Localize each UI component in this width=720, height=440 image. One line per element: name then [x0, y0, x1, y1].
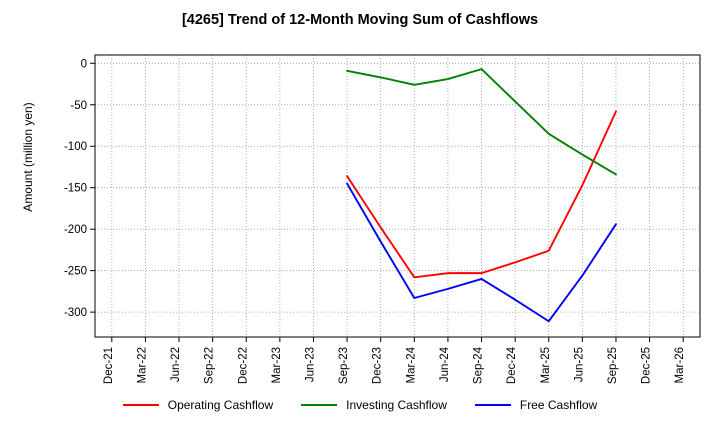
- chart-title: [4265] Trend of 12-Month Moving Sum of C…: [181, 12, 539, 28]
- plot-background: [95, 55, 700, 337]
- legend-entry[interactable]: Operating Cashflow: [122, 398, 274, 412]
- x-tick-label: Mar-25: [540, 347, 552, 383]
- y-tick-label: -100: [64, 141, 87, 153]
- y-tick-label: -200: [64, 224, 87, 236]
- x-tick-label: Dec-22: [237, 347, 249, 384]
- x-tick-label: Jun-23: [304, 347, 316, 382]
- x-tick-label: Mar-22: [136, 347, 148, 383]
- x-tick-label: Sep-24: [473, 346, 485, 384]
- x-tick-label: Sep-22: [204, 347, 216, 384]
- x-tick-label: Dec-23: [372, 347, 384, 384]
- y-tick-label: -150: [64, 183, 87, 195]
- legend-label: Investing Cashflow: [346, 398, 447, 412]
- legend-entry[interactable]: Free Cashflow: [474, 398, 598, 412]
- legend-color-swatch: [301, 404, 338, 406]
- y-tick-label: -50: [70, 100, 87, 112]
- y-tick-label: -250: [64, 266, 87, 278]
- x-tick-label: Dec-25: [641, 347, 653, 384]
- series-line: [346, 110, 617, 279]
- x-tick-label: Dec-24: [506, 346, 518, 384]
- x-tick-label: Mar-26: [674, 347, 686, 383]
- legend-color-swatch: [474, 404, 511, 406]
- x-tick-label: Jun-24: [439, 346, 451, 382]
- series-line: [346, 182, 617, 323]
- legend-label: Free Cashflow: [519, 398, 598, 412]
- chart-legend: Operating Cashflow Investing Cashflow Free…: [0, 398, 720, 412]
- legend-color-swatch: [122, 404, 159, 406]
- legend-entry[interactable]: Investing Cashflow: [301, 398, 447, 412]
- x-tick-label: Sep-25: [607, 347, 619, 384]
- x-tick-label: Mar-23: [271, 347, 283, 383]
- x-tick-label: Sep-23: [338, 347, 350, 384]
- y-tick-label: 0: [81, 58, 87, 70]
- plot-frame: [94, 54, 701, 338]
- legend-label: Operating Cashflow: [167, 398, 274, 412]
- y-tick-label: -300: [64, 307, 87, 319]
- x-tick-label: Mar-24: [405, 346, 417, 383]
- x-tick-label: Dec-21: [103, 347, 115, 384]
- series-line: [346, 68, 617, 176]
- x-tick-label: Jun-22: [170, 347, 182, 382]
- x-tick-label: Jun-25: [573, 347, 585, 382]
